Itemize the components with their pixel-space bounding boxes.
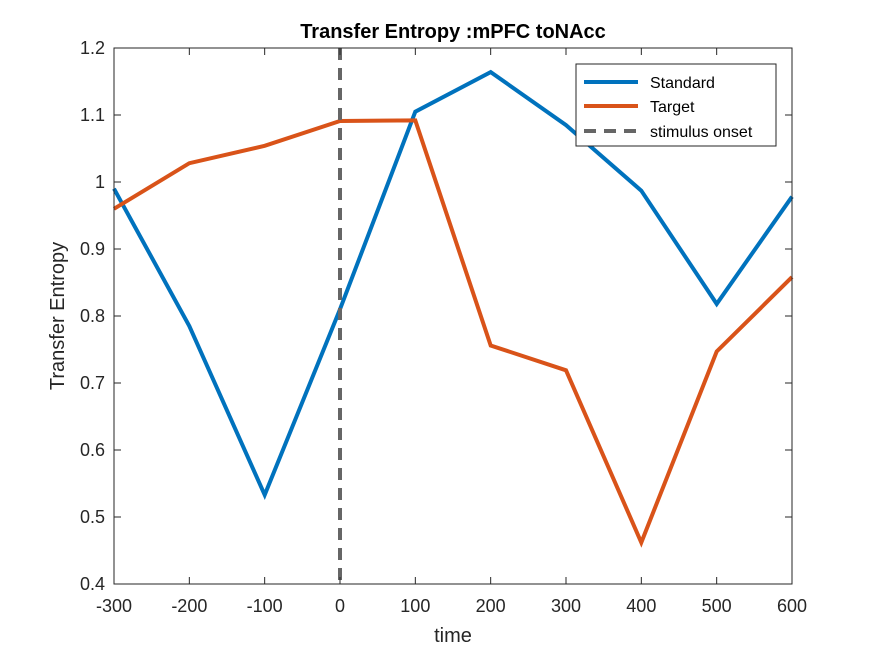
x-tick-label: 200: [476, 596, 506, 616]
x-tick-label: 100: [400, 596, 430, 616]
y-tick-label: 1.2: [80, 38, 105, 58]
chart-title: Transfer Entropy :mPFC toNAcc: [300, 21, 606, 43]
x-tick-label: -300: [96, 596, 132, 616]
tick-layer: -300 -200 -100 0 100 200 300 400 500 600 0.4 0.5 0.6…: [80, 38, 807, 616]
y-tick-label: 1: [95, 172, 105, 192]
legend: Standard Target stimulus onset: [575, 63, 777, 147]
series-line-standard: [112, 69, 794, 501]
y-tick-label: 0.6: [80, 440, 105, 460]
x-tick-label: 300: [551, 596, 581, 616]
x-tick-label: 500: [702, 596, 732, 616]
y-tick-label: 0.8: [80, 306, 105, 326]
y-tick-label: 0.4: [80, 574, 105, 594]
legend-label-stimulus-onset: stimulus onset: [650, 124, 753, 141]
series-line-target: [112, 118, 794, 548]
legend-label-target: Target: [650, 99, 695, 116]
x-tick-label: 400: [626, 596, 656, 616]
legend-label-standard: Standard: [650, 75, 715, 92]
y-tick-label: 0.7: [80, 373, 105, 393]
y-tick-label: 0.5: [80, 507, 105, 527]
y-axis-label: Transfer Entropy: [47, 242, 69, 390]
y-tick-label: 1.1: [80, 105, 105, 125]
x-tick-label: 0: [335, 596, 345, 616]
x-tick-label: 600: [777, 596, 807, 616]
x-tick-label: -100: [247, 596, 283, 616]
x-tick-label: -200: [171, 596, 207, 616]
x-axis-label: time: [434, 625, 472, 647]
y-tick-label: 0.9: [80, 239, 105, 259]
